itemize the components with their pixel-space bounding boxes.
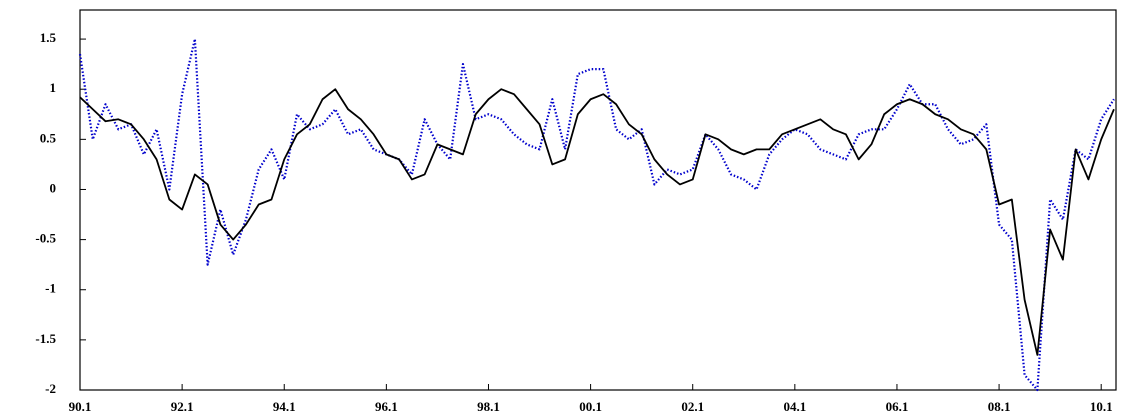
y-tick-label: -0.5 [35, 231, 56, 246]
x-tick-label: 90.1 [69, 399, 92, 414]
x-tick-label: 10.1 [1090, 399, 1113, 414]
y-tick-label: -1 [45, 281, 56, 296]
y-tick-label: 1.5 [40, 30, 57, 45]
x-tick-label: 98.1 [477, 399, 500, 414]
x-tick-label: 96.1 [375, 399, 398, 414]
x-tick-label: 94.1 [273, 399, 296, 414]
y-tick-label: -2 [45, 381, 56, 396]
data-line [79, 88, 1115, 356]
x-tick-label: 06.1 [886, 399, 909, 414]
plot-frame [79, 9, 1117, 391]
y-tick-label: 1 [50, 80, 57, 95]
data-line [78, 37, 1115, 392]
y-tick-label: -1.5 [35, 331, 56, 346]
x-tick-label: 00.1 [579, 399, 602, 414]
x-tick-label: 08.1 [988, 399, 1011, 414]
x-tick-label: 02.1 [681, 399, 704, 414]
y-tick-label: 0.5 [40, 130, 57, 145]
x-tick-label: 04.1 [783, 399, 806, 414]
x-tick-label: 92.1 [171, 399, 194, 414]
y-tick-label: 0 [50, 180, 57, 195]
